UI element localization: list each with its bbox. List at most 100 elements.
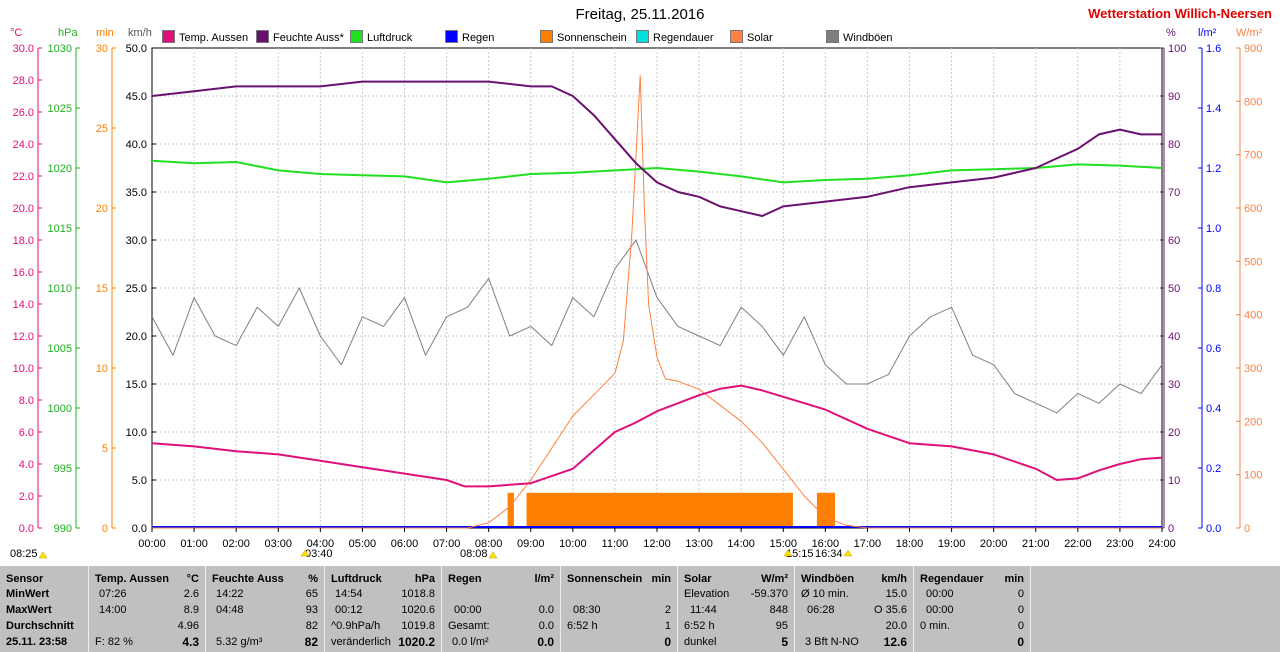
temp-tick-label: 4.0 [19, 459, 34, 471]
solar-tick-label: 400 [1244, 310, 1262, 322]
series-line-solar [152, 75, 1162, 529]
rain-total-value: 0.0 [538, 620, 554, 632]
temp-tick-label: 14.0 [13, 299, 34, 311]
sun-tick-label: 20 [96, 203, 108, 215]
temp-min-value: 2.6 [183, 588, 199, 600]
wind-avg2: 20.0 [885, 620, 907, 632]
legend-item: Windböen [826, 30, 893, 44]
avg-label: Durchschnitt [6, 620, 74, 632]
press-tick-label: 1005 [48, 343, 72, 355]
x-tick-label: 07:00 [433, 538, 461, 550]
col-press: Luftdruck hPa 14:54 1018.8 00:12 1020.6 … [325, 566, 442, 652]
x-tick-label: 15:00 [769, 538, 797, 550]
series-lines [151, 75, 1163, 529]
solar-elev-label: Elevation [684, 588, 730, 600]
x-tick-label: 11:00 [602, 538, 629, 550]
sun-tick-label: 0 [102, 523, 108, 535]
legend-label: Feuchte Auss* [273, 32, 344, 44]
x-tick-label: 05:00 [349, 538, 377, 550]
press-unit: hPa [414, 573, 435, 585]
event-marker-label: 08:25 [10, 548, 38, 560]
wind-tick-label: 45.0 [126, 91, 147, 103]
rain-current-label: 0.0 l/m² [452, 636, 489, 648]
legend-label: Luftdruck [367, 32, 413, 44]
solar-tick-label: 300 [1244, 363, 1262, 375]
wind-tick-label: 30.0 [126, 235, 147, 247]
raindur-min-time: 00:00 [926, 588, 954, 600]
rain-tick-label: 0.8 [1206, 283, 1221, 295]
sun-unit: min [651, 573, 671, 585]
temp-tick-label: 16.0 [13, 267, 34, 279]
wind-unit: km/h [881, 573, 907, 585]
legend-swatch [162, 30, 175, 43]
x-tick-label: 17:00 [854, 538, 882, 550]
solar-current: 5 [781, 635, 788, 649]
solar-tick-label: 900 [1244, 43, 1262, 55]
event-marker-label: 08:08 [460, 548, 488, 560]
station-name: Wetterstation Willich-Neersen [1088, 6, 1272, 21]
legend-label: Regendauer [653, 32, 714, 44]
rain-tick-label: 0.6 [1206, 343, 1221, 355]
temp-unit: °C [186, 573, 199, 585]
rain-header: Regen [448, 573, 482, 585]
x-tick-label: 04:00 [307, 538, 335, 550]
rain-max-value: 0.0 [538, 604, 554, 616]
event-marker-icon [488, 551, 498, 559]
sun-total: 6:52 h [567, 620, 598, 632]
sensor-header: Sensor [6, 573, 44, 585]
press-header: Luftdruck [331, 573, 382, 585]
rain-tick-label: 1.4 [1206, 103, 1221, 115]
rain-total-label: Gesamt: [448, 620, 490, 632]
col-hum: Feuchte Auss % 14:22 65 04:48 93 82 5.32… [206, 566, 325, 652]
wind-max-value: O 35.6 [873, 604, 907, 616]
solar-header: Solar [684, 573, 712, 585]
col-temp: Temp. Aussen °C 07:26 2.6 14:00 8.9 4.96… [89, 566, 206, 652]
legend-swatch [445, 30, 458, 43]
solar-tick-label: 600 [1244, 203, 1262, 215]
legend-label: Windböen [843, 32, 893, 44]
x-tick-label: 18:00 [896, 538, 924, 550]
wind-avg-value: 15.0 [885, 588, 907, 600]
x-tick-label: 01:00 [180, 538, 208, 550]
press-min-value: 1018.8 [401, 588, 435, 600]
raindur-max-time: 00:00 [926, 604, 954, 616]
press-avg: 1019.8 [401, 620, 435, 632]
col-sensor: Sensor MinWert MaxWert Durchschnitt 25.1… [0, 566, 89, 652]
temp-current: 4.3 [182, 635, 199, 649]
hum-tick-label: 40 [1168, 331, 1180, 343]
hum-avg: 82 [305, 620, 318, 632]
hum-tick-label: 70 [1168, 187, 1180, 199]
wind-tick-label: 0.0 [132, 523, 147, 535]
axes: 0.0 2.0 4.0 6.0 8.0 10.0 12.0 14.0 16.0 18.0 20.0 2… [10, 27, 1263, 535]
max-label: MaxWert [6, 604, 52, 616]
rain-tick-label: 0.2 [1206, 463, 1221, 475]
legend-swatch [636, 30, 649, 43]
col-wind: Windböen km/h Ø 10 min. 15.0 06:28 O 35.… [795, 566, 914, 652]
sunshine-bar [507, 492, 514, 528]
sun-tick-label: 10 [96, 363, 108, 375]
temp-max-time: 14:00 [99, 604, 127, 616]
event-marker-icon [783, 549, 793, 557]
wind-header: Windböen [801, 573, 855, 585]
solar-unit-label: W/m² [1236, 27, 1263, 39]
x-tick-label: 20:00 [980, 538, 1008, 550]
x-tick-label: 10:00 [559, 538, 587, 550]
solar-max-time: 11:44 [690, 604, 717, 616]
sunshine-bar [816, 492, 836, 528]
wind-tick-label: 25.0 [126, 283, 147, 295]
press-current: 1020.2 [398, 635, 435, 649]
x-tick-label: 03:00 [264, 538, 292, 550]
col-sun: Sonnenschein min 08:30 2 6:52 h 1 0 [561, 566, 678, 652]
rain-max-time: 00:00 [454, 604, 482, 616]
temp-tick-label: 18.0 [13, 235, 34, 247]
weather-chart: 0.0 2.0 4.0 6.0 8.0 10.0 12.0 14.0 16.0 18.0 20.0 2… [10, 27, 1263, 560]
hum-min-time: 14:22 [216, 588, 244, 600]
legend-item: Sonnenschein [540, 30, 627, 44]
sun-tick-label: 15 [96, 283, 108, 295]
legend-label: Sonnenschein [557, 32, 627, 44]
x-tick-label: 09:00 [517, 538, 545, 550]
wind-bft: 3 Bft N-NO [805, 636, 859, 648]
x-tick-label: 23:00 [1106, 538, 1134, 550]
temp-tick-label: 22.0 [13, 171, 34, 183]
event-marker-label: 15:15 [786, 548, 814, 560]
